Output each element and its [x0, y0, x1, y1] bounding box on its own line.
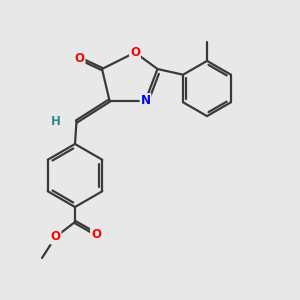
- Text: H: H: [51, 115, 60, 128]
- Text: O: O: [130, 46, 140, 59]
- Text: O: O: [50, 230, 61, 244]
- Text: N: N: [140, 94, 151, 107]
- Text: O: O: [91, 227, 101, 241]
- Text: O: O: [74, 52, 85, 65]
